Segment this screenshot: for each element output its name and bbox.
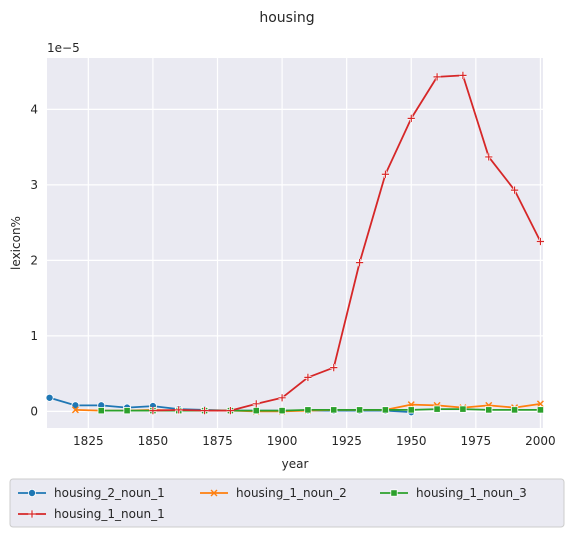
x-tick-labels: 1825 1850 1875 1900 1925 1950 1975 2000 <box>73 434 556 448</box>
plot-area <box>47 58 543 428</box>
legend-label: housing_2_noun_1 <box>54 486 165 500</box>
x-tick-label: 1825 <box>73 434 104 448</box>
chart-title: housing <box>259 10 314 26</box>
x-tick-label: 1875 <box>202 434 233 448</box>
data-point <box>407 114 415 123</box>
data-point <box>433 405 441 413</box>
data-point <box>226 407 235 415</box>
x-tick-label: 2000 <box>525 434 556 448</box>
data-point <box>536 400 544 408</box>
y-axis-label: lexicon% <box>9 216 23 270</box>
legend: housing_2_noun_1 housing_1_noun_2 housing_… <box>18 486 527 521</box>
x-tick-label: 1925 <box>331 434 362 448</box>
data-point <box>381 170 390 178</box>
legend-label: housing_1_noun_3 <box>416 486 527 500</box>
legend-box <box>9 478 565 528</box>
legend-entry: housing_2_noun_1 <box>18 486 165 500</box>
data-point <box>381 406 390 414</box>
data-point <box>252 407 260 415</box>
x-tick-label: 1900 <box>267 434 298 448</box>
data-point <box>510 186 519 194</box>
data-point <box>278 407 286 415</box>
data-point <box>71 406 79 414</box>
data-point <box>252 400 260 408</box>
data-point <box>175 406 183 414</box>
y-offset-label: 1e−5 <box>47 41 80 55</box>
legend-entry: housing_1_noun_2 <box>200 486 347 500</box>
data-point <box>407 406 415 414</box>
x-tick-label: 1975 <box>461 434 492 448</box>
x-axis-label: year <box>282 457 309 471</box>
y-tick-labels: 0 1 2 3 4 <box>30 102 38 418</box>
data-point <box>536 406 545 414</box>
data-point <box>355 406 364 414</box>
x-tick-label: 1850 <box>138 434 169 448</box>
legend-marker <box>390 489 398 497</box>
data-point <box>149 407 157 415</box>
y-tick-label: 2 <box>30 253 38 267</box>
data-point <box>123 407 131 415</box>
series-lines <box>45 71 545 417</box>
data-point <box>459 405 467 413</box>
legend-label: housing_1_noun_1 <box>54 507 165 521</box>
data-point <box>433 73 441 81</box>
data-point <box>459 71 467 79</box>
data-point <box>304 373 312 382</box>
y-tick-label: 0 <box>30 404 38 418</box>
data-point <box>536 237 545 246</box>
series-line <box>152 74 542 412</box>
legend-marker <box>210 489 218 497</box>
legend-label: housing_1_noun_2 <box>236 486 347 500</box>
data-point <box>278 394 286 402</box>
data-point <box>485 153 493 161</box>
legend-marker <box>27 488 36 497</box>
data-point <box>330 363 338 372</box>
series-housing_1_noun_1 <box>149 71 545 415</box>
data-point <box>97 407 105 415</box>
data-point <box>485 406 493 414</box>
legend-marker <box>28 510 36 518</box>
data-point <box>330 406 338 414</box>
data-point <box>355 259 364 267</box>
y-tick-label: 1 <box>30 329 38 343</box>
y-tick-label: 3 <box>30 178 38 192</box>
legend-entry: housing_1_noun_1 <box>18 507 165 521</box>
data-point <box>510 406 519 414</box>
data-point <box>304 406 312 414</box>
legend-entry: housing_1_noun_3 <box>380 486 527 500</box>
x-tick-label: 1950 <box>396 434 427 448</box>
data-point <box>200 407 209 415</box>
y-tick-label: 4 <box>30 102 38 116</box>
data-point <box>45 393 54 402</box>
